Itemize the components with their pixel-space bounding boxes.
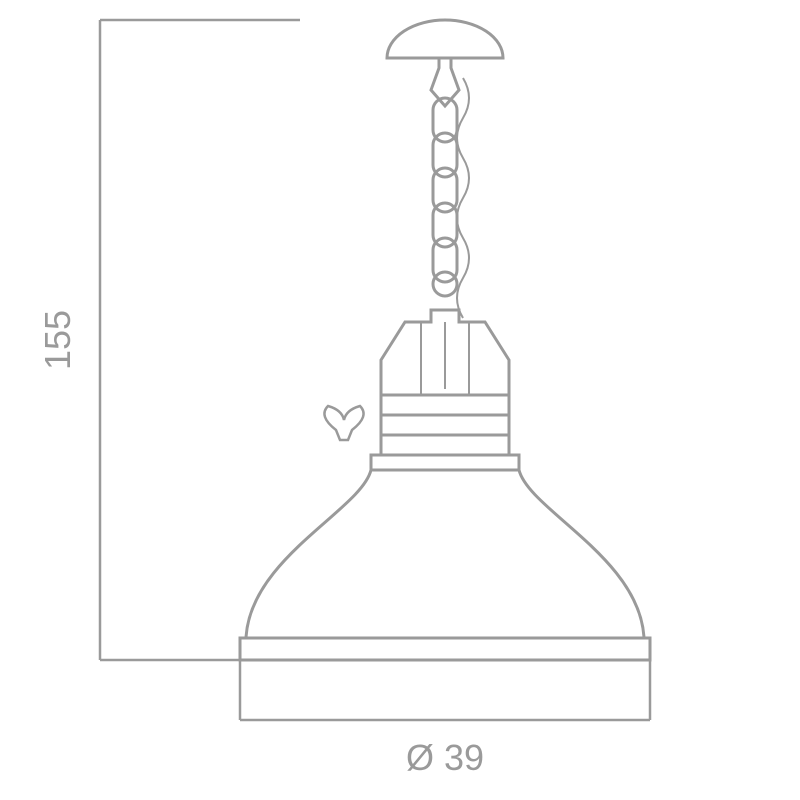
lamp-shade-rim [240, 638, 650, 660]
pendant-lamp-dimension-drawing: 155 Ø 39 [0, 0, 800, 800]
lamp-shade-dome [246, 470, 644, 638]
ceiling-canopy [387, 20, 503, 58]
lamp-collar [371, 455, 519, 470]
height-label: 155 [37, 310, 78, 370]
diameter-label: Ø 39 [406, 737, 484, 778]
safety-cable [457, 78, 469, 318]
chain-connector-ring [433, 272, 457, 296]
lamp-band [381, 395, 509, 455]
wing-nut-icon [324, 406, 363, 440]
